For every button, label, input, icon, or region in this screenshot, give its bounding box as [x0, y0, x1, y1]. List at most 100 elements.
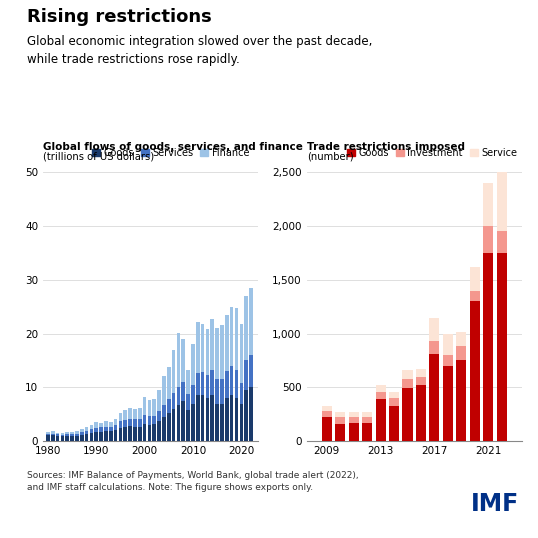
Bar: [230, 366, 233, 395]
Bar: [497, 172, 507, 231]
Bar: [51, 434, 54, 435]
Bar: [99, 432, 103, 441]
Bar: [90, 433, 93, 441]
Bar: [429, 354, 440, 441]
Bar: [176, 387, 180, 405]
Bar: [376, 392, 386, 399]
Bar: [46, 432, 49, 434]
Bar: [85, 434, 88, 441]
Bar: [85, 427, 88, 430]
Bar: [470, 267, 480, 291]
Bar: [335, 417, 345, 424]
Bar: [138, 408, 141, 419]
Bar: [95, 422, 98, 428]
Bar: [46, 434, 49, 435]
Legend: Goods, Investment, Service: Goods, Investment, Service: [343, 144, 521, 162]
Bar: [497, 253, 507, 441]
Bar: [220, 325, 224, 379]
Bar: [66, 432, 69, 434]
Bar: [128, 426, 132, 441]
Text: (trillions of US dollars): (trillions of US dollars): [43, 151, 154, 161]
Text: Rising restrictions: Rising restrictions: [27, 8, 211, 26]
Bar: [239, 404, 243, 441]
Bar: [75, 431, 79, 434]
Bar: [128, 408, 132, 419]
Bar: [235, 370, 238, 398]
Bar: [95, 428, 98, 432]
Bar: [147, 416, 151, 425]
Bar: [123, 410, 127, 420]
Bar: [61, 436, 64, 441]
Bar: [244, 390, 248, 441]
Bar: [429, 318, 440, 341]
Bar: [429, 341, 440, 354]
Bar: [470, 291, 480, 301]
Bar: [362, 423, 372, 441]
Bar: [123, 420, 127, 427]
Bar: [152, 424, 156, 441]
Bar: [206, 329, 209, 375]
Bar: [244, 360, 248, 390]
Bar: [143, 415, 146, 424]
Bar: [61, 435, 64, 436]
Bar: [172, 409, 175, 441]
Bar: [104, 431, 108, 441]
Bar: [56, 436, 59, 441]
Bar: [109, 422, 112, 427]
Bar: [225, 371, 229, 398]
Bar: [114, 430, 117, 441]
Bar: [215, 379, 219, 404]
Bar: [389, 398, 399, 406]
Bar: [249, 355, 253, 387]
Bar: [80, 429, 83, 433]
Bar: [244, 296, 248, 360]
Bar: [152, 416, 156, 424]
Bar: [172, 393, 175, 409]
Text: Global economic integration slowed over the past decade,
while trade restriction: Global economic integration slowed over …: [27, 35, 372, 66]
Bar: [483, 226, 493, 253]
Bar: [483, 183, 493, 226]
Bar: [118, 421, 122, 428]
Bar: [322, 406, 332, 411]
Bar: [147, 425, 151, 441]
Bar: [75, 434, 79, 436]
Bar: [181, 339, 185, 382]
Bar: [90, 425, 93, 429]
Text: Trade restrictions imposed: Trade restrictions imposed: [307, 141, 465, 152]
Bar: [118, 428, 122, 441]
Bar: [402, 370, 413, 379]
Text: Global flows of goods, services, and finance: Global flows of goods, services, and fin…: [43, 141, 303, 152]
Bar: [147, 400, 151, 416]
Bar: [114, 425, 117, 430]
Bar: [196, 395, 200, 441]
Bar: [143, 424, 146, 441]
Bar: [138, 427, 141, 441]
Legend: Goods, Services, Finance: Goods, Services, Finance: [88, 144, 253, 162]
Bar: [162, 405, 166, 417]
Bar: [335, 424, 345, 441]
Bar: [109, 427, 112, 431]
Bar: [215, 404, 219, 441]
Bar: [470, 301, 480, 441]
Bar: [51, 435, 54, 441]
Bar: [206, 398, 209, 441]
Bar: [220, 379, 224, 404]
Bar: [138, 419, 141, 427]
Bar: [483, 253, 493, 441]
Bar: [70, 434, 74, 436]
Text: (number): (number): [307, 151, 353, 161]
Bar: [322, 417, 332, 441]
Text: IMF: IMF: [471, 492, 519, 516]
Bar: [133, 419, 137, 427]
Bar: [70, 431, 74, 434]
Bar: [201, 372, 204, 395]
Bar: [349, 417, 359, 423]
Bar: [66, 434, 69, 436]
Bar: [230, 395, 233, 441]
Bar: [239, 383, 243, 404]
Bar: [201, 324, 204, 372]
Bar: [235, 308, 238, 370]
Bar: [167, 413, 171, 441]
Bar: [235, 398, 238, 441]
Bar: [225, 315, 229, 371]
